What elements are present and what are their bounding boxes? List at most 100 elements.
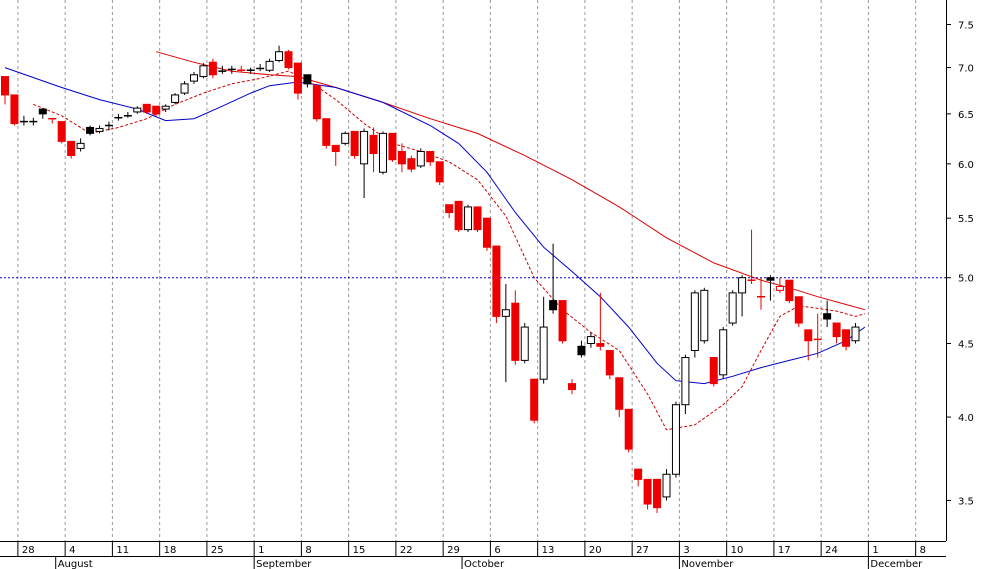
- axes: 3.54.04.55.05.56.06.57.07.528 4 11 18 25 1 8 15…: [0, 0, 974, 569]
- candle: [653, 478, 662, 514]
- candle-body: [67, 140, 76, 157]
- candle: [605, 349, 614, 380]
- candle-body: [700, 289, 709, 342]
- candle-body: [397, 150, 406, 165]
- x-tick-label: 15: [353, 545, 366, 556]
- candle: [275, 45, 284, 63]
- candle: [104, 121, 113, 131]
- candle-body: [133, 107, 142, 113]
- month-label: October: [464, 559, 505, 569]
- candle: [133, 106, 142, 114]
- x-tick-label: 13: [542, 545, 555, 556]
- x-tick-label: 27: [636, 545, 649, 556]
- candle: [473, 206, 482, 232]
- candle: [482, 217, 491, 251]
- candle: [10, 94, 19, 126]
- candle: [464, 204, 473, 232]
- candle-body: [416, 150, 425, 167]
- candle: [492, 245, 501, 324]
- month-label: December: [870, 559, 923, 569]
- candle: [218, 65, 227, 74]
- candle: [719, 327, 728, 380]
- candle: [379, 131, 387, 175]
- candle-body: [180, 83, 189, 94]
- candle-body: [464, 206, 473, 231]
- candle-body: [728, 292, 737, 324]
- candle-body: [86, 126, 95, 134]
- candle-body: [322, 118, 331, 146]
- candle: [785, 279, 794, 304]
- candle-body: [492, 245, 501, 317]
- candle: [76, 138, 85, 152]
- candle-body: [766, 277, 775, 281]
- candle: [114, 113, 123, 121]
- candle-body: [634, 468, 643, 480]
- candle: [350, 130, 359, 159]
- candle: [813, 313, 822, 358]
- candle: [293, 62, 302, 100]
- x-tick-label: 20: [589, 545, 602, 556]
- candle-body: [738, 277, 747, 294]
- candle: [86, 125, 95, 136]
- candle: [246, 67, 255, 74]
- candle-body: [407, 158, 416, 170]
- candle-body: [520, 326, 529, 361]
- candle-body: [208, 61, 217, 76]
- x-tick-label: 1: [258, 545, 264, 556]
- candle-body: [794, 296, 803, 324]
- candle-body: [38, 108, 47, 115]
- candle: [662, 469, 671, 501]
- y-tick-label: 5.0: [958, 274, 974, 285]
- candle-body: [558, 300, 567, 342]
- candle-body: [341, 132, 350, 144]
- candle-body: [265, 60, 274, 71]
- candle-body: [568, 383, 576, 391]
- vertical-gridlines: [17, 0, 917, 541]
- candle: [794, 296, 803, 328]
- candle: [29, 117, 38, 126]
- candles: [1, 45, 860, 514]
- candle: [227, 65, 236, 74]
- candle-body: [142, 103, 151, 113]
- candle-body: [161, 105, 170, 110]
- candle: [615, 377, 624, 418]
- candle: [152, 105, 161, 116]
- x-tick-label: 4: [69, 545, 75, 556]
- candle: [511, 290, 520, 365]
- candle-body: [643, 478, 652, 505]
- candle-body: [832, 322, 841, 338]
- candle: [775, 277, 784, 293]
- candle: [123, 111, 132, 118]
- candle: [265, 58, 274, 73]
- candle: [747, 229, 756, 284]
- x-tick-label: 28: [22, 545, 35, 556]
- candle: [426, 150, 435, 166]
- candle-body: [388, 132, 397, 161]
- candle: [851, 323, 860, 344]
- candle-body: [1, 76, 9, 96]
- candle-body: [426, 150, 435, 163]
- candle: [322, 118, 331, 149]
- candle: [180, 81, 189, 95]
- x-tick-label: 29: [447, 545, 460, 556]
- candle: [199, 63, 208, 79]
- x-tick-label: 11: [116, 545, 129, 556]
- candle: [549, 243, 558, 314]
- candle: [67, 140, 76, 159]
- candle-body: [511, 302, 520, 361]
- x-tick-label: 8: [920, 545, 926, 556]
- candle: [416, 148, 425, 169]
- candle: [558, 300, 567, 344]
- candle: [530, 378, 539, 424]
- candle: [303, 74, 312, 88]
- candle: [501, 283, 510, 383]
- candle: [520, 323, 529, 364]
- candle-body: [539, 326, 548, 380]
- candle-body: [709, 357, 718, 385]
- candle: [766, 275, 775, 301]
- candle-body: [530, 378, 539, 421]
- candle: [369, 127, 378, 173]
- candle: [586, 332, 595, 348]
- candle-body: [379, 132, 387, 173]
